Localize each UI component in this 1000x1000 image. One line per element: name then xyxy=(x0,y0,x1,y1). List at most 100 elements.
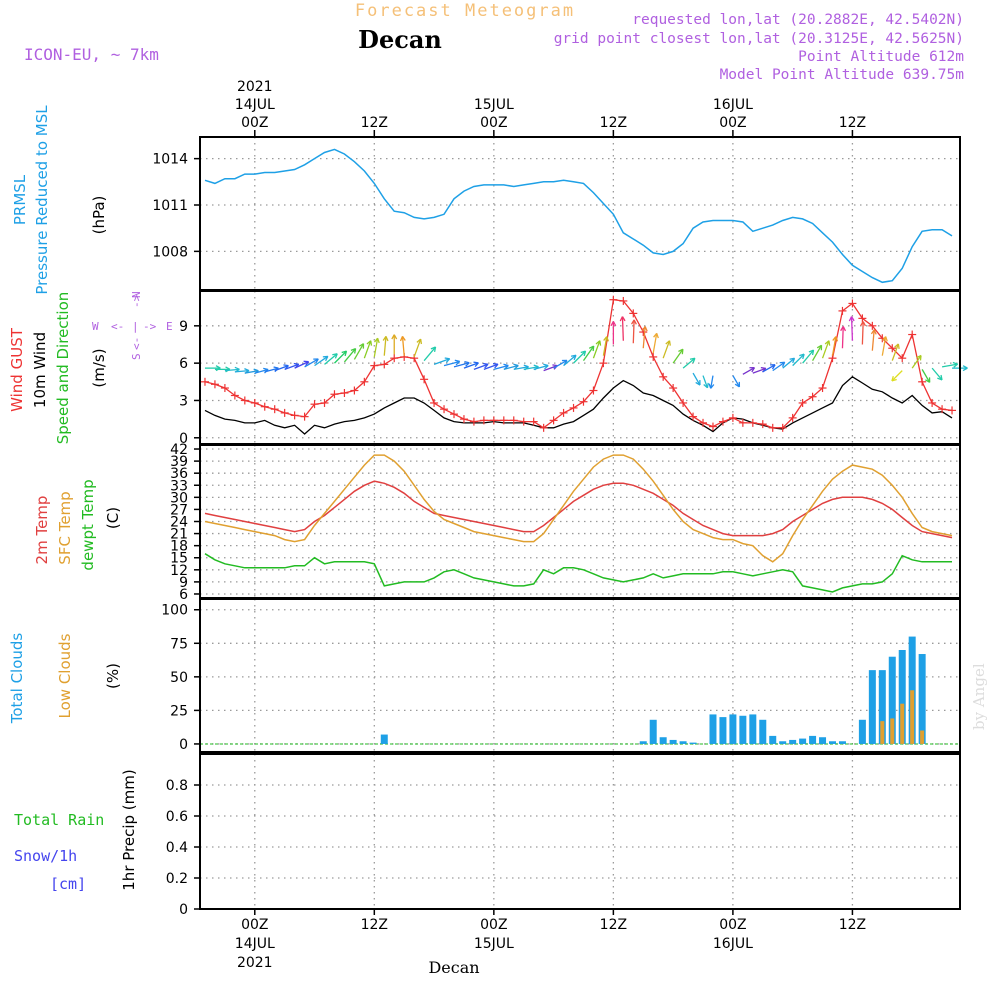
wind-arrow-head xyxy=(678,348,684,353)
wind-arrow-shaft xyxy=(264,367,279,373)
wind-arrow-head xyxy=(891,378,897,382)
wind-arrow-head xyxy=(882,336,887,341)
top-time-label: 00Z xyxy=(480,115,507,131)
wind-arrow-head xyxy=(465,362,470,367)
temp-ytick-label: 21 xyxy=(170,527,188,543)
total-clouds-bar xyxy=(888,656,896,744)
pressure-label-prmsl: PRMSL xyxy=(11,174,29,225)
wind-arrow-head xyxy=(751,367,756,373)
wind-arrow-head xyxy=(492,362,499,365)
total-clouds-bar xyxy=(799,738,807,744)
wind-arrow xyxy=(802,349,815,364)
wind-arrow-head xyxy=(641,326,646,332)
top-time-axis: 2021 14JUL 00Z 12Z 15JUL 00Z 12Z 16JUL 00Z 12Z xyxy=(235,79,866,137)
wind-arrow xyxy=(662,340,671,359)
gust-line xyxy=(204,298,953,429)
wind-arrow-shaft xyxy=(294,361,309,369)
wind-ytick-label: 9 xyxy=(179,319,188,335)
wind-arrow xyxy=(762,364,776,373)
pressure-frame xyxy=(199,136,961,291)
wind-arrow-head xyxy=(894,343,899,348)
pressure-label-msl: Pressure Reduced to MSL xyxy=(33,105,51,295)
wind-arrow-head xyxy=(708,383,712,389)
wind-arrow-head xyxy=(925,379,930,383)
wind-arrow-head xyxy=(734,383,740,388)
total-clouds-bar xyxy=(729,714,737,744)
wind-arrow-head xyxy=(610,321,614,327)
wind-arrow-shaft xyxy=(453,362,470,368)
wind-arrow-shaft xyxy=(423,346,437,362)
wind-arrow-shaft xyxy=(523,366,539,371)
watermark: by Angel xyxy=(970,663,988,730)
wind-arrow-head xyxy=(952,361,958,365)
wind-arrow-head xyxy=(353,348,357,354)
low-clouds-bar xyxy=(900,703,905,744)
wind-arrow-head xyxy=(399,336,404,342)
wind-arrow-shaft xyxy=(363,340,372,359)
wind-arrow-shaft xyxy=(493,364,509,370)
temp-unit: (C) xyxy=(104,507,122,529)
wind-arrow-shaft xyxy=(284,363,299,370)
clouds-panel: 0 25 50 75 100 xyxy=(161,599,960,753)
bottom-time-axis: 00Z 14JUL 2021 12Z 00Z 15JUL 12Z 00Z 16JUL 12Z xyxy=(235,909,866,971)
wind-arrow-shaft xyxy=(762,364,776,373)
pressure-panel: 1008 1011 1014 xyxy=(152,137,960,290)
wind-arrow xyxy=(742,366,756,375)
wind-arrow-shaft xyxy=(602,336,608,356)
wind-arrow-head xyxy=(870,329,875,335)
wind-label-direction: Speed and Direction xyxy=(54,292,72,445)
wind-arrow-head xyxy=(891,375,894,382)
wind-arrow-head xyxy=(473,361,479,364)
wind-arrow-shaft xyxy=(841,326,844,349)
wind-arrow-shaft xyxy=(563,354,577,367)
temp-ytick-label: 6 xyxy=(179,587,188,603)
wind-arrow-head xyxy=(808,349,814,353)
wind-arrow-head xyxy=(897,343,900,349)
total-clouds-bar xyxy=(739,715,747,744)
wind-arrow-shaft xyxy=(592,340,601,359)
wind-arrow-head xyxy=(514,365,519,370)
wind-arrow xyxy=(294,360,310,369)
total-clouds-bar xyxy=(858,719,866,744)
wind-arrow-head xyxy=(358,343,364,347)
wind-arrow-shaft xyxy=(224,368,240,372)
total-clouds-bar xyxy=(380,734,388,744)
wind-arrow-head xyxy=(391,334,395,340)
wind-arrow xyxy=(812,344,823,361)
total-clouds-bar xyxy=(779,741,787,744)
top-time-label: 12Z xyxy=(600,115,627,131)
total-clouds-bar xyxy=(749,714,757,744)
wind-arrow-head xyxy=(580,350,586,354)
wind-arrow-shaft xyxy=(941,363,958,368)
temp-ytick-label: 9 xyxy=(179,575,188,591)
top-time-label: 12Z xyxy=(839,115,866,131)
total-clouds-bar xyxy=(759,719,767,744)
wind-arrow-shaft xyxy=(662,340,671,359)
wind-arrow xyxy=(399,335,406,356)
wind-arrow-shaft xyxy=(802,349,815,364)
temp-label-dewpt: dewpt Temp xyxy=(79,479,97,570)
wind-arrow-shaft xyxy=(314,355,329,367)
wind-arrow xyxy=(848,316,855,341)
station-title: Decan xyxy=(358,25,442,54)
bottom-time-label: 14JUL xyxy=(235,936,275,952)
wind-arrow-head xyxy=(824,340,830,345)
wind-arrow-head xyxy=(444,357,450,360)
top-time-label: 15JUL xyxy=(474,97,514,113)
wind-arrow xyxy=(363,340,373,359)
bottom-time-label: 2021 xyxy=(237,955,273,971)
wind-arrow-head xyxy=(420,338,423,345)
wind-arrow-head xyxy=(544,365,549,370)
wind-arrow xyxy=(483,362,499,370)
total-clouds-bar xyxy=(878,670,886,744)
total-clouds-bar xyxy=(838,741,846,744)
wind-arrow-head xyxy=(283,364,289,367)
wind-arrow-head xyxy=(603,336,608,341)
precip-panel: 0 0.2 0.4 0.6 0.8 xyxy=(166,754,960,918)
wind-arrow xyxy=(941,361,959,368)
wind-arrow-shaft xyxy=(672,348,684,364)
wind-arrow-head xyxy=(455,360,461,366)
wind-arrow-head xyxy=(503,363,509,367)
wind-arrow xyxy=(343,347,357,363)
wind-arrow-head xyxy=(433,346,437,353)
